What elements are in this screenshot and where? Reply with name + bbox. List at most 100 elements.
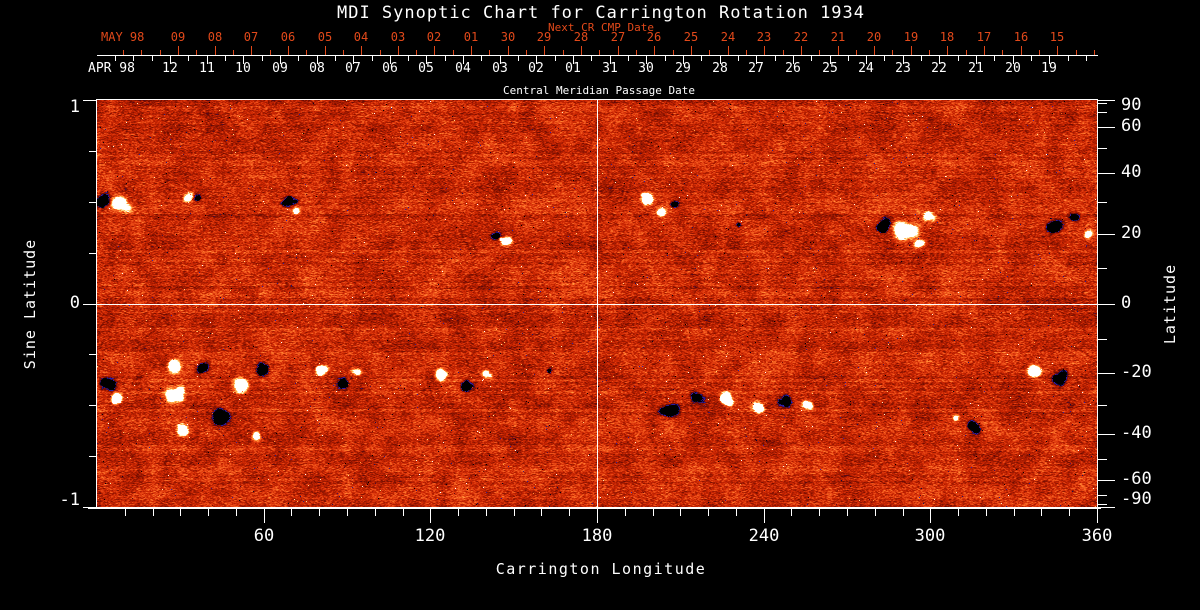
sinlat-minor-tick (89, 253, 97, 254)
cmp-next-tick (325, 46, 326, 55)
cmp-date-label: 11 (199, 61, 215, 76)
cmp-tick (225, 56, 226, 61)
lon-minor-tick (291, 509, 292, 516)
cmp-next-date-label: 27 (610, 30, 626, 44)
cmp-tick (775, 56, 776, 61)
lon-minor-tick (680, 509, 681, 516)
white-month-label: APR 98 (88, 61, 135, 76)
sinlat-major-tick (83, 507, 97, 508)
lat-tick-label: -90 (1121, 489, 1152, 509)
cmp-tick (243, 56, 244, 64)
cmp-tick (848, 56, 849, 61)
plot-border-right (1097, 99, 1098, 509)
cmp-tick (445, 56, 446, 61)
lon-minor-tick (458, 509, 459, 516)
cmp-next-tick (471, 46, 472, 55)
cmp-next-tick (966, 50, 967, 55)
lat-major-tick (1098, 373, 1115, 374)
cmp-tick (830, 56, 831, 64)
cmp-next-date-label: 23 (756, 30, 772, 44)
cmp-next-tick (544, 46, 545, 55)
lon-minor-tick (514, 509, 515, 516)
cmp-tick (188, 56, 189, 61)
cmp-next-tick (288, 46, 289, 55)
cmp-date-label: 21 (968, 61, 984, 76)
lat-tick-label: 40 (1121, 162, 1142, 182)
cmp-next-tick (892, 50, 893, 55)
cmp-tick (390, 56, 391, 64)
cmp-tick (335, 56, 336, 61)
lon-minor-tick (319, 509, 320, 516)
lon-tick-label: 180 (581, 526, 613, 546)
cmp-date-label: 29 (675, 61, 691, 76)
cmp-next-date-label: 28 (573, 30, 589, 44)
lat-major-tick (1098, 507, 1115, 508)
sinlat-minor-tick (89, 354, 97, 355)
cmp-next-tick (196, 50, 197, 55)
cmp-next-date-label: 30 (500, 30, 516, 44)
lon-minor-tick (486, 509, 487, 516)
cmp-tick (280, 56, 281, 64)
cmp-next-tick (984, 46, 985, 55)
cmp-next-date-label: 04 (353, 30, 369, 44)
cmp-tick (426, 56, 427, 64)
cmp-tick (646, 56, 647, 64)
lon-tick-label: 300 (914, 526, 946, 546)
cmp-next-date-label: 20 (866, 30, 882, 44)
cmp-next-tick (673, 50, 674, 55)
cmp-next-date-label: 21 (830, 30, 846, 44)
lat-minor-tick (1098, 459, 1107, 460)
cmp-tick (353, 56, 354, 64)
cmp-next-date-label: 16 (1013, 30, 1029, 44)
cmp-tick (921, 56, 922, 61)
lat-minor-tick (1098, 504, 1107, 505)
cmp-next-tick (728, 46, 729, 55)
lat-minor-tick (1098, 202, 1107, 203)
lon-minor-tick (736, 509, 737, 516)
cmp-next-tick (141, 50, 142, 55)
cmp-next-date-label: 07 (243, 30, 259, 44)
cmp-tick (573, 56, 574, 64)
lon-minor-tick (1014, 509, 1015, 516)
cmp-next-tick (654, 46, 655, 55)
lat-minor-tick (1098, 495, 1107, 496)
cmp-tick (939, 56, 940, 64)
sinlat-tick-label: 1 (69, 97, 80, 117)
lon-minor-tick (180, 509, 181, 516)
cmp-next-tick (398, 46, 399, 55)
cmp-date-label: 26 (785, 61, 801, 76)
cmp-next-tick (636, 50, 637, 55)
cmp-date-label: 25 (822, 61, 838, 76)
cmp-tick (884, 56, 885, 61)
cmp-next-tick (508, 46, 509, 55)
cmp-next-tick (618, 46, 619, 55)
red-month-label: MAY 98 (101, 30, 145, 44)
cmp-tick (500, 56, 501, 64)
lon-tick-label: 240 (748, 526, 780, 546)
lat-major-tick (1098, 234, 1115, 235)
lon-minor-tick (986, 509, 987, 516)
next-cr-cmp-date-label: Next CR CMP Date (548, 21, 654, 34)
cmp-next-tick (306, 50, 307, 55)
lon-minor-tick (153, 509, 154, 516)
lat-minor-tick (1098, 405, 1107, 406)
cmp-next-tick (178, 46, 179, 55)
lat-major-tick (1098, 304, 1115, 305)
cmp-tick (811, 56, 812, 61)
cmp-tick (756, 56, 757, 64)
lat-tick-label: -40 (1121, 423, 1152, 443)
cmp-next-date-label: 02 (426, 30, 442, 44)
cmp-tick (170, 56, 171, 64)
cmp-tick (481, 56, 482, 61)
cmp-next-tick (1039, 50, 1040, 55)
lat-tick-label: -20 (1121, 362, 1152, 382)
cmp-next-tick (746, 50, 747, 55)
cmp-tick (610, 56, 611, 64)
cmp-tick (720, 56, 721, 64)
cmp-tick (1031, 56, 1032, 61)
sinlat-tick-label: -1 (59, 490, 80, 510)
cmp-axis-title: Central Meridian Passage Date (502, 84, 696, 97)
cmp-date-label: 23 (895, 61, 911, 76)
lat-major-tick (1098, 434, 1115, 435)
